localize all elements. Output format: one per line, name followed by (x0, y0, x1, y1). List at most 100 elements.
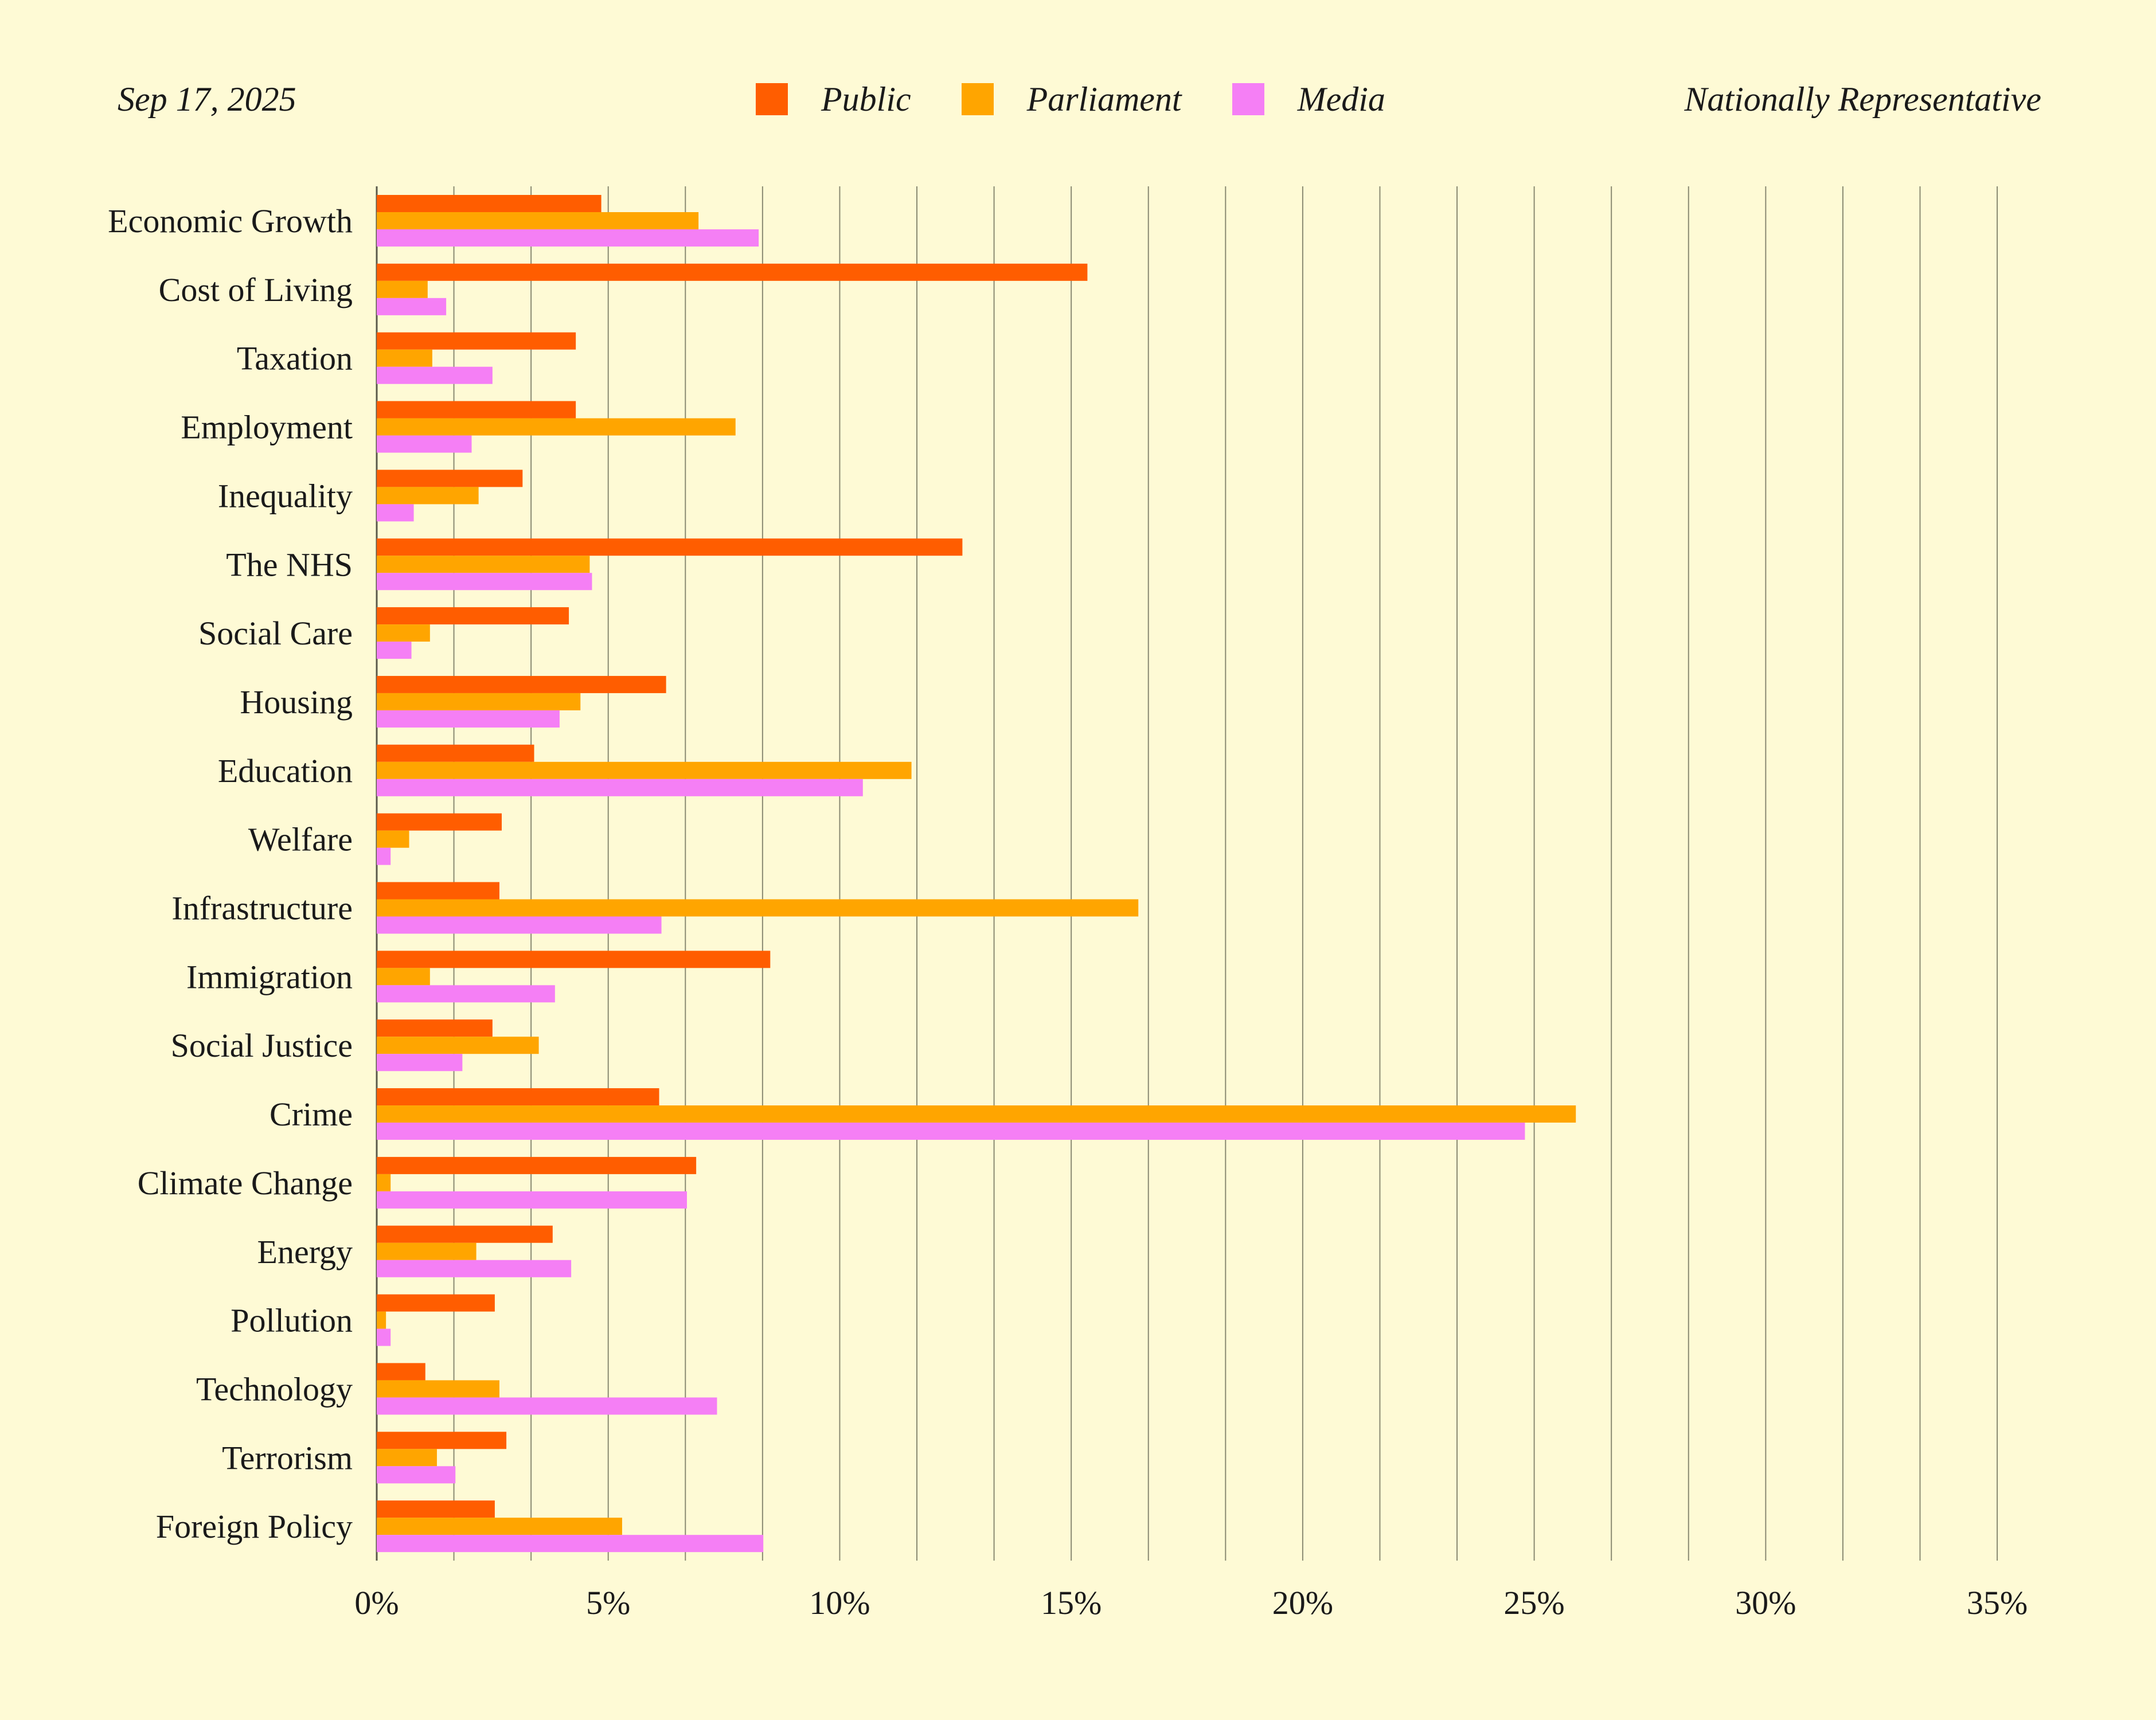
bar-parliament-pollution (377, 1311, 386, 1329)
category-label: Cost of Living (159, 271, 353, 308)
bar-media-pollution (377, 1328, 391, 1346)
bar-media-social-justice (377, 1054, 463, 1072)
bar-parliament-climate-change (377, 1174, 391, 1191)
category-label: Welfare (248, 821, 353, 858)
bar-media-taxation (377, 366, 493, 384)
bar-media-cost-of-living (377, 298, 447, 315)
bar-media-social-care (377, 642, 412, 659)
x-tick-label: 25% (1503, 1584, 1564, 1621)
bar-media-infrastructure (377, 916, 662, 934)
x-tick-label: 30% (1735, 1584, 1796, 1621)
x-tick-label: 35% (1967, 1584, 2028, 1621)
bar-public-the-nhs (377, 538, 963, 556)
category-label: Crime (270, 1096, 353, 1133)
bar-public-cost-of-living (377, 263, 1088, 281)
bar-parliament-foreign-policy (377, 1518, 622, 1535)
bar-public-education (377, 744, 534, 762)
category-label: Pollution (231, 1302, 353, 1339)
legend-label-media: Media (1297, 80, 1385, 118)
category-label: The NHS (226, 546, 353, 583)
bar-parliament-inequality (377, 487, 479, 505)
bar-media-crime (377, 1123, 1525, 1140)
bar-public-inequality (377, 470, 523, 487)
bar-media-technology (377, 1397, 717, 1415)
bar-parliament-energy (377, 1242, 476, 1260)
bar-public-crime (377, 1088, 659, 1106)
bar-parliament-crime (377, 1105, 1576, 1123)
category-label: Inequality (218, 477, 353, 514)
bar-media-welfare (377, 847, 391, 865)
category-label: Social Justice (171, 1027, 353, 1064)
bar-media-immigration (377, 985, 555, 1003)
legend-item-media: Media (1232, 79, 1385, 119)
legend-label-public: Public (821, 80, 911, 118)
category-label: Taxation (237, 340, 353, 377)
category-label: Energy (257, 1233, 353, 1271)
bar-media-economic-growth (377, 229, 759, 247)
bar-media-inequality (377, 504, 414, 522)
bar-parliament-social-justice (377, 1037, 539, 1054)
category-label: Infrastructure (171, 890, 353, 927)
bar-parliament-infrastructure (377, 899, 1139, 917)
bar-media-terrorism (377, 1466, 456, 1484)
bar-parliament-economic-growth (377, 212, 699, 229)
x-tick-label: 5% (586, 1584, 630, 1621)
bar-media-energy (377, 1260, 572, 1277)
category-label: Social Care (198, 615, 353, 652)
bar-parliament-housing (377, 693, 581, 710)
x-tick-label: 20% (1272, 1584, 1333, 1621)
chart-sample-note: Nationally Representative (1684, 80, 2041, 118)
bar-media-employment (377, 435, 472, 453)
bar-public-social-justice (377, 1019, 493, 1037)
bar-public-employment (377, 401, 576, 419)
category-label: Immigration (186, 958, 353, 995)
legend-swatch-public (756, 83, 788, 115)
x-tick-label: 0% (354, 1584, 399, 1621)
bar-parliament-technology (377, 1380, 499, 1398)
bar-public-infrastructure (377, 882, 499, 900)
bar-parliament-education (377, 761, 912, 779)
bar-media-education (377, 779, 863, 796)
bar-public-foreign-policy (377, 1500, 495, 1518)
bar-public-pollution (377, 1294, 495, 1312)
bar-public-social-care (377, 607, 569, 625)
bar-public-welfare (377, 813, 502, 831)
bar-parliament-cost-of-living (377, 280, 428, 298)
chart-legend: Public Parliament Media (756, 79, 1436, 119)
bar-public-technology (377, 1363, 425, 1381)
legend-swatch-parliament (961, 83, 994, 115)
bar-media-climate-change (377, 1191, 687, 1209)
category-label: Employment (181, 409, 353, 446)
bar-parliament-employment (377, 418, 736, 436)
category-label: Terrorism (222, 1439, 353, 1476)
bar-media-foreign-policy (377, 1535, 764, 1553)
category-label: Climate Change (138, 1164, 353, 1202)
bar-public-housing (377, 675, 666, 693)
bar-public-immigration (377, 951, 771, 968)
bar-parliament-welfare (377, 830, 409, 848)
bar-parliament-terrorism (377, 1449, 437, 1467)
legend-item-parliament: Parliament (961, 79, 1182, 119)
x-tick-label: 15% (1041, 1584, 1102, 1621)
bar-public-taxation (377, 332, 576, 350)
category-label: Technology (196, 1370, 353, 1408)
bar-parliament-immigration (377, 968, 430, 986)
legend-item-public: Public (756, 79, 911, 119)
category-label: Education (218, 752, 353, 789)
bar-parliament-social-care (377, 624, 430, 642)
bar-public-terrorism (377, 1432, 507, 1449)
category-label: Foreign Policy (156, 1508, 353, 1545)
category-label: Housing (240, 683, 353, 721)
bar-media-the-nhs (377, 573, 592, 591)
bar-public-economic-growth (377, 195, 602, 212)
bar-media-housing (377, 710, 560, 728)
bar-public-climate-change (377, 1156, 697, 1174)
x-tick-label: 10% (809, 1584, 870, 1621)
legend-swatch-media (1232, 83, 1264, 115)
category-label: Economic Growth (108, 202, 353, 240)
bar-parliament-the-nhs (377, 556, 590, 573)
chart-date: Sep 17, 2025 (118, 80, 296, 118)
legend-label-parliament: Parliament (1026, 80, 1182, 118)
